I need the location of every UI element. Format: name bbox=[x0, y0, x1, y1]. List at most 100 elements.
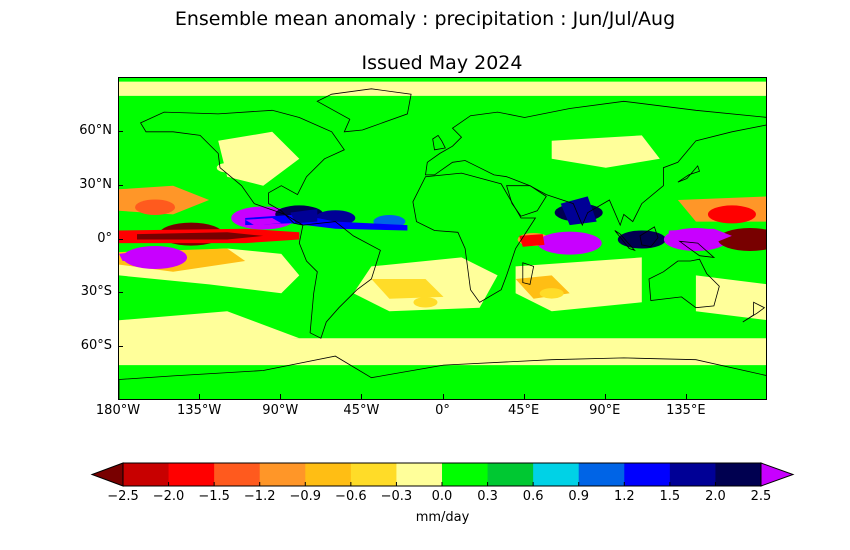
lon-tick-label: 45°E bbox=[507, 403, 540, 418]
anomaly-region bbox=[119, 338, 766, 366]
coastline-new-guinea bbox=[678, 240, 716, 258]
colorbar-segment bbox=[259, 463, 306, 486]
colorbar-segment bbox=[123, 463, 170, 486]
coastline-greenland bbox=[316, 88, 412, 133]
lon-tick-mark bbox=[442, 394, 444, 399]
lon-tick-label: 135°W bbox=[177, 403, 222, 418]
colorbar-tick-label: 2.0 bbox=[705, 489, 726, 504]
colorbar-segment bbox=[305, 463, 352, 486]
coastline-north-america bbox=[140, 109, 345, 226]
lon-tick-label: 90°W bbox=[262, 403, 299, 418]
anomaly-region bbox=[371, 279, 444, 299]
colorbar-tick-label: −1.5 bbox=[198, 489, 230, 504]
colorbar-segment bbox=[168, 463, 215, 486]
anomaly-feature bbox=[119, 250, 156, 261]
coastline-sumatra bbox=[614, 230, 636, 252]
anomaly-feature bbox=[539, 288, 564, 299]
coastline-new-zealand bbox=[742, 301, 766, 323]
coastline-japan bbox=[677, 165, 701, 183]
anomaly-feature bbox=[668, 228, 732, 244]
colorbar-segment bbox=[442, 463, 489, 486]
lon-tick-label: 90°E bbox=[589, 403, 621, 418]
lon-tick-mark bbox=[685, 394, 687, 399]
lon-tick-mark bbox=[199, 394, 201, 399]
anomaly-feature bbox=[555, 235, 592, 249]
colorbar-tick-label: −2.0 bbox=[152, 489, 185, 504]
colorbar-tick-label: 1.2 bbox=[613, 489, 635, 504]
lat-tick-mark bbox=[118, 292, 123, 294]
colorbar-segment bbox=[214, 463, 261, 486]
lon-tick-label: 45°W bbox=[343, 403, 380, 418]
anomaly-region bbox=[695, 275, 766, 321]
map-plot-area bbox=[118, 77, 767, 400]
coastline-borneo bbox=[639, 226, 659, 248]
colorbar-tick-label: 2.5 bbox=[750, 489, 772, 504]
colorbar-tick-label: 0.0 bbox=[431, 489, 453, 504]
lon-tick-label: 180°W bbox=[95, 403, 141, 418]
colorbar-segment bbox=[487, 463, 534, 486]
colorbar-tick-label: −0.3 bbox=[380, 489, 413, 504]
colorbar-label: mm/day bbox=[415, 510, 470, 525]
lat-tick-mark bbox=[118, 346, 123, 348]
anomaly-region bbox=[218, 131, 300, 186]
coastline-africa bbox=[412, 172, 537, 303]
colorbar-tick-label: −1.2 bbox=[243, 489, 276, 504]
coastline-europe-asia bbox=[425, 100, 766, 227]
coastline-south-america bbox=[298, 221, 381, 339]
colorbar-segment bbox=[669, 463, 716, 486]
colorbar-outline bbox=[122, 462, 762, 487]
anomaly-feature bbox=[560, 196, 597, 226]
anomaly-feature bbox=[245, 218, 282, 226]
coastline-arabia bbox=[506, 185, 547, 217]
colorbar-tick-label: 0.3 bbox=[477, 489, 498, 504]
anomaly-feature bbox=[216, 162, 238, 173]
coastline-antarctica bbox=[119, 355, 766, 399]
colorbar-segment bbox=[396, 463, 443, 486]
anomaly-region bbox=[119, 311, 300, 344]
lon-tick-mark bbox=[523, 394, 525, 399]
colorbar-under-triangle bbox=[90, 462, 124, 487]
colorbar-segment bbox=[578, 463, 625, 486]
anomaly-feature bbox=[519, 234, 545, 247]
coastline-uk bbox=[432, 134, 446, 151]
coastline-madagascar bbox=[522, 262, 535, 285]
colorbar-tick-label: −0.9 bbox=[289, 489, 322, 504]
lon-tick-mark bbox=[604, 394, 606, 399]
lat-tick-label: 30°S bbox=[80, 284, 112, 300]
colorbar-tick-label: 0.6 bbox=[522, 489, 544, 504]
colorbar-tick-label: 0.9 bbox=[568, 489, 590, 504]
anomaly-region bbox=[119, 81, 766, 96]
colorbar-segment bbox=[715, 463, 762, 486]
coastline-australia bbox=[648, 258, 720, 309]
anomaly-feature bbox=[722, 232, 766, 245]
colorbar-segment bbox=[624, 463, 671, 486]
chart-title: Ensemble mean anomaly : precipitation : … bbox=[174, 8, 676, 30]
lon-tick-label: 135°E bbox=[666, 403, 706, 418]
lon-tick-mark bbox=[361, 394, 363, 399]
colorbar-over-triangle bbox=[760, 462, 795, 487]
lat-tick-label: 0° bbox=[97, 230, 112, 246]
anomaly-feature bbox=[617, 230, 666, 249]
lat-tick-label: 60°N bbox=[79, 122, 112, 138]
anomaly-feature bbox=[707, 205, 756, 224]
anomaly-region bbox=[551, 135, 660, 168]
anomaly-feature bbox=[135, 199, 176, 215]
lat-tick-mark bbox=[118, 238, 123, 240]
colorbar-tick-label: −2.5 bbox=[107, 489, 139, 504]
precipitation-anomaly-map bbox=[119, 78, 766, 399]
colorbar-tick-label: −0.6 bbox=[335, 489, 367, 504]
chart-subtitle: Issued May 2024 bbox=[361, 52, 523, 74]
lon-tick-label: 0° bbox=[435, 403, 450, 418]
anomaly-feature bbox=[290, 209, 318, 224]
lon-tick-mark bbox=[118, 394, 119, 399]
lat-tick-mark bbox=[118, 130, 123, 132]
lat-tick-mark bbox=[118, 184, 123, 186]
lon-tick-mark bbox=[280, 394, 282, 399]
colorbar-segment bbox=[350, 463, 397, 486]
anomaly-feature bbox=[413, 297, 438, 308]
anomaly-feature bbox=[137, 232, 264, 240]
lat-tick-label: 30°N bbox=[79, 176, 112, 192]
lat-tick-label: 60°S bbox=[80, 338, 112, 354]
colorbar-tick-label: 1.5 bbox=[659, 489, 681, 504]
colorbar-segment bbox=[533, 463, 580, 486]
